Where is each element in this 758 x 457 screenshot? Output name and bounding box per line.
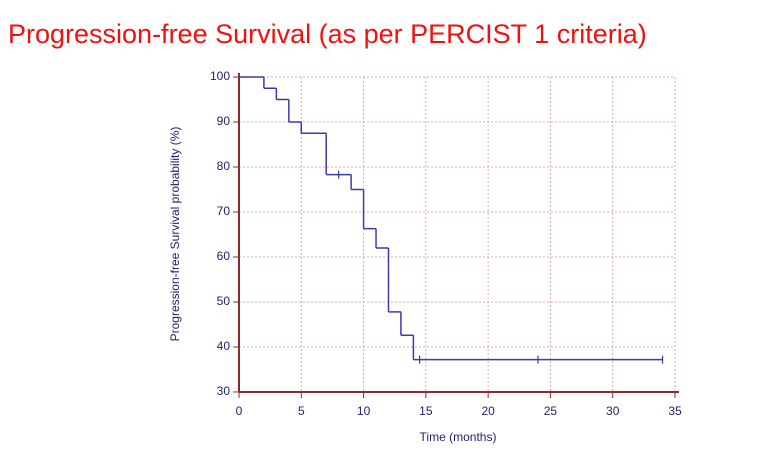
- y-axis-label: Progression-free Survival probability (%…: [168, 127, 182, 342]
- y-tick-label: 50: [217, 294, 231, 308]
- y-tick-label: 40: [217, 339, 231, 353]
- x-tick-label: 0: [236, 404, 243, 418]
- y-tick-label: 60: [217, 249, 231, 263]
- x-tick-label: 25: [544, 404, 558, 418]
- x-axis-label: Time (months): [420, 430, 497, 444]
- y-tick-label: 80: [217, 159, 231, 173]
- chart-title: Progression-free Survival (as per PERCIS…: [8, 19, 647, 49]
- x-tick-label: 5: [298, 404, 305, 418]
- x-tick-label: 20: [481, 404, 495, 418]
- x-tick-label: 30: [606, 404, 620, 418]
- x-tick-label: 10: [357, 404, 371, 418]
- x-tick-label: 35: [668, 404, 682, 418]
- y-tick-label: 90: [217, 114, 231, 128]
- y-tick-label: 100: [210, 69, 230, 83]
- y-tick-label: 30: [217, 384, 231, 398]
- y-tick-label: 70: [217, 204, 231, 218]
- x-tick-label: 15: [419, 404, 433, 418]
